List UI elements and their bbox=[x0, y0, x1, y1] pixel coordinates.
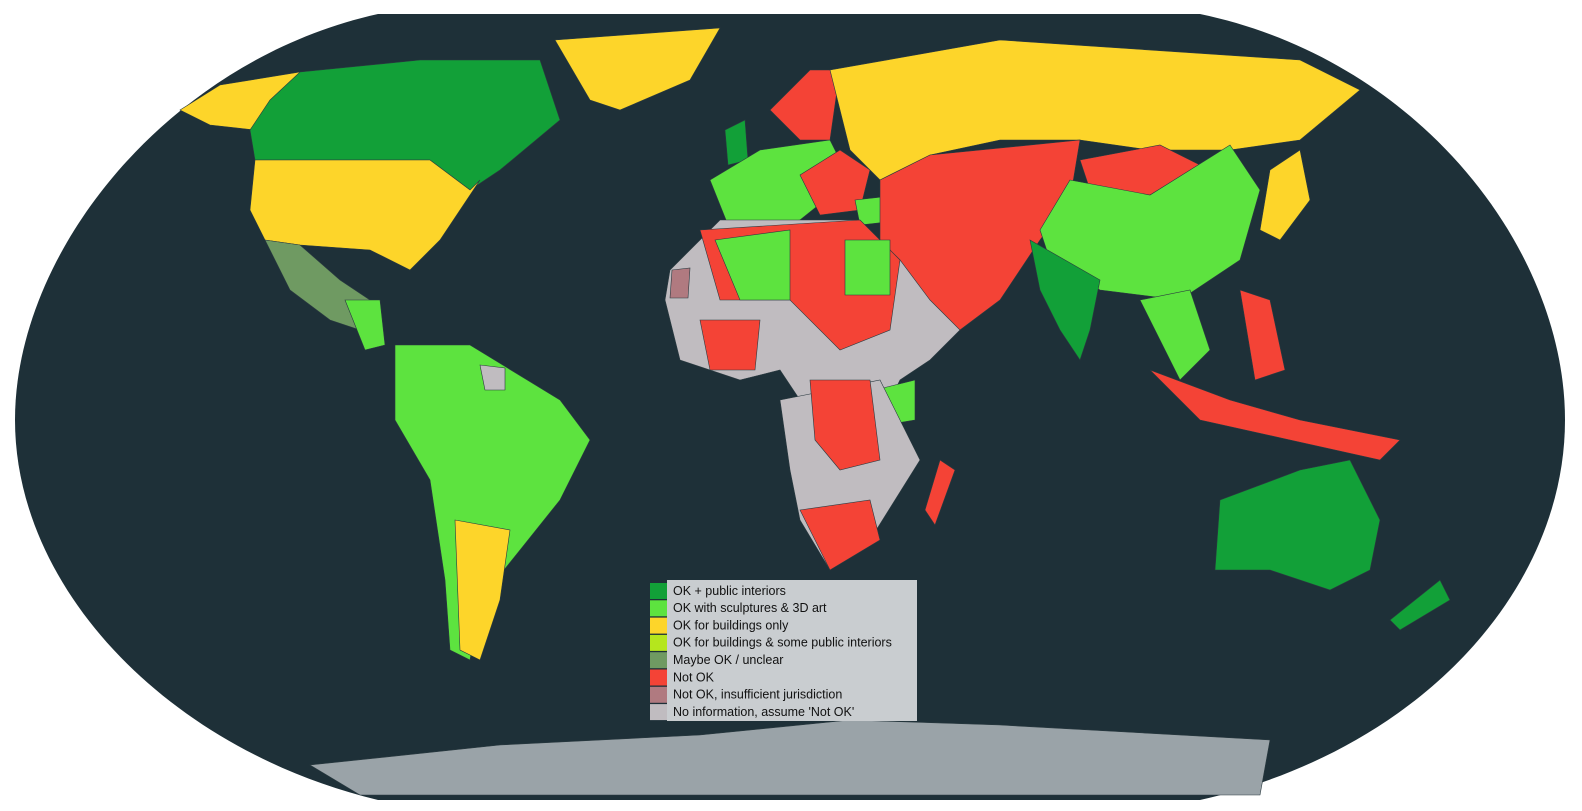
country bbox=[924, 459, 956, 526]
country bbox=[249, 59, 561, 191]
legend-label: Not OK bbox=[673, 670, 715, 684]
country bbox=[809, 379, 881, 471]
legend-label: No information, assume 'Not OK' bbox=[673, 705, 854, 719]
country bbox=[669, 267, 691, 299]
legend-label: OK + public interiors bbox=[673, 584, 786, 598]
country bbox=[1214, 459, 1381, 591]
legend-label: OK for buildings & some public interiors bbox=[673, 636, 892, 650]
country bbox=[769, 69, 841, 141]
legend-swatch bbox=[650, 600, 667, 617]
legend-swatch bbox=[650, 686, 667, 703]
legend-swatch bbox=[650, 652, 667, 669]
legend-swatch bbox=[650, 704, 667, 721]
legend-label: OK with sculptures & 3D art bbox=[673, 601, 827, 615]
legend-label: OK for buildings only bbox=[673, 618, 789, 632]
country bbox=[249, 159, 481, 271]
legend: OK + public interiors OK with sculptures … bbox=[650, 583, 892, 721]
country bbox=[1239, 289, 1286, 381]
legend-label: Maybe OK / unclear bbox=[673, 653, 783, 667]
country bbox=[1259, 149, 1311, 241]
country bbox=[454, 519, 511, 661]
countries bbox=[179, 27, 1451, 796]
country bbox=[1029, 239, 1101, 361]
country bbox=[799, 149, 871, 216]
legend-panel bbox=[667, 580, 917, 721]
country bbox=[714, 229, 791, 301]
legend-swatch bbox=[650, 669, 667, 686]
country bbox=[1389, 579, 1451, 631]
antarctica bbox=[309, 719, 1271, 796]
country bbox=[799, 499, 881, 571]
country bbox=[554, 27, 721, 111]
legend-swatch bbox=[650, 634, 667, 651]
country bbox=[1139, 289, 1211, 381]
country bbox=[479, 364, 506, 391]
country bbox=[1149, 369, 1401, 461]
country bbox=[344, 299, 386, 351]
country bbox=[699, 319, 761, 371]
country bbox=[844, 239, 891, 296]
legend-label: Not OK, insufficient jurisdiction bbox=[673, 688, 842, 702]
legend-swatch bbox=[650, 617, 667, 634]
country bbox=[1039, 144, 1261, 301]
legend-swatch bbox=[650, 583, 667, 599]
